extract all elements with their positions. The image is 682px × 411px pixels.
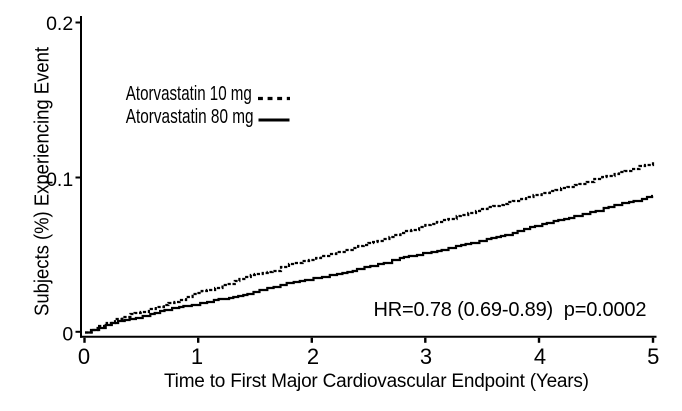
svg-text:Atorvastatin 10 mg: Atorvastatin 10 mg xyxy=(126,82,252,105)
svg-text:Subjects (%) Experiencing Even: Subjects (%) Experiencing Event xyxy=(31,47,54,316)
svg-text:0: 0 xyxy=(62,323,73,345)
svg-text:Time to First Major Cardiovasc: Time to First Major Cardiovascular Endpo… xyxy=(164,371,589,392)
svg-text:0: 0 xyxy=(78,344,90,369)
svg-text:0.1: 0.1 xyxy=(46,169,73,191)
svg-text:4: 4 xyxy=(534,344,546,369)
svg-text:2: 2 xyxy=(307,344,319,369)
svg-text:1: 1 xyxy=(191,344,203,369)
svg-text:0.2: 0.2 xyxy=(46,13,73,35)
svg-text:HR=0.78 (0.69-0.89) p=0.0002: HR=0.78 (0.69-0.89) p=0.0002 xyxy=(374,299,647,321)
svg-text:5: 5 xyxy=(647,344,659,369)
svg-text:3: 3 xyxy=(420,344,432,369)
svg-text:Atorvastatin 80 mg: Atorvastatin 80 mg xyxy=(126,105,254,128)
